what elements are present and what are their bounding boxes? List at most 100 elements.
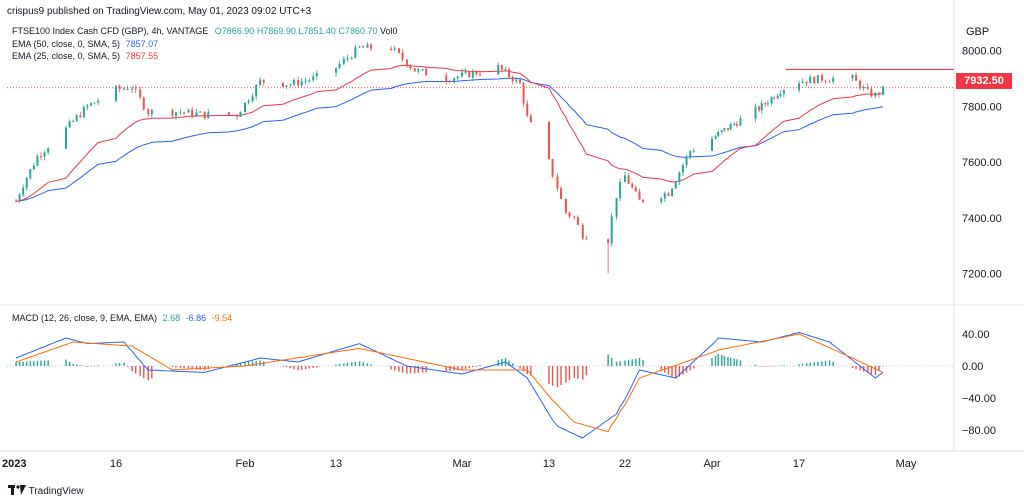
candle-body [300,81,303,86]
candle-body [468,71,471,78]
candle-body [32,165,35,170]
macd-histogram-bar [761,366,763,367]
ema50-label: EMA (50, close, 0, SMA, 5) [12,39,121,49]
candle-body [610,216,613,244]
ohlc-low: L7851.40 [298,26,336,36]
macd-histogram-bar [729,357,732,366]
candle-body [760,103,763,111]
macd-histogram-bar [228,365,230,366]
candle-body [207,112,210,118]
macd-histogram-bar [449,366,451,371]
candle-body [255,85,258,97]
macd-histogram-bar [522,366,525,372]
candle-body [358,46,361,48]
macd-histogram-bar [29,361,31,366]
ema50-value: 7857.07 [125,39,159,49]
candle-body [409,65,412,69]
candle-body [421,69,424,71]
candle-body [335,67,337,73]
candle-body [573,216,576,218]
candle-body [312,76,315,81]
candle-body [678,172,681,182]
macd-histogram-bar [693,366,695,369]
candle-body [585,238,588,240]
candle-body [782,90,785,94]
candle-body [551,159,554,177]
candle-body [235,114,238,117]
macd-histogram-bar [678,366,681,377]
macd-histogram-bar [660,366,662,371]
time-tick-label: 16 [110,458,122,470]
candle-body [308,80,311,82]
macd-histogram-bar [577,366,579,379]
candle-body [522,83,525,104]
macd-histogram-bar [461,366,463,370]
candle-body [15,201,17,203]
macd-signal-value: -6.86 [185,313,207,323]
candle-body [519,79,521,84]
candle-body [851,75,854,79]
candle-body [882,86,885,95]
macd-tick-label: 0.00 [962,361,983,373]
candle-body [171,110,174,116]
candle-body [82,107,85,118]
ema50-legend: EMA (50, close, 0, SMA, 5) 7857.07 [12,39,158,49]
macd-histogram-bar [624,360,626,366]
candle-body [504,69,507,71]
macd-histogram-bar [475,366,478,367]
candle-body [631,183,634,188]
candle-body [729,124,732,130]
candle-body [627,175,630,184]
macd-histogram-bar [556,366,559,388]
candle-body [29,169,32,179]
ohlc-close: C7860.70 [338,26,378,36]
macd-histogram-bar [175,366,177,368]
macd-histogram-bar [607,354,609,366]
candle-body [259,79,262,86]
macd-histogram-bar [316,366,318,368]
price-tick-label: 7800.00 [962,101,1002,113]
candle-body [362,46,365,48]
macd-histogram-bar [512,363,514,366]
macd-histogram-bar [304,366,307,370]
candle-body [289,84,292,86]
candle-body [75,115,78,121]
macd-histogram-bar [401,366,404,373]
candle-body [293,79,296,85]
candle-body [816,75,819,84]
candle-body [754,106,757,119]
candle-body [134,88,137,90]
candle-body [115,86,117,101]
candle-body [22,187,25,195]
macd-histogram-bar [33,361,35,366]
candle-body [393,48,396,50]
candle-body [43,152,46,157]
time-tick-label: May [896,458,917,470]
candle-body [682,165,684,173]
candle-body [147,109,150,115]
macd-signal-line [15,333,884,433]
candle-body [227,112,230,115]
candle-body [417,69,420,72]
candle-body [671,188,674,196]
macd-histogram-bar [472,366,474,367]
candle-body [770,97,773,104]
candle-body [870,88,873,97]
macd-histogram-bar [573,366,576,378]
macd-histogram-bar [530,366,532,376]
macd-histogram-bar [711,358,713,366]
macd-histogram-bar [828,360,831,366]
candle-body [183,112,186,114]
macd-histogram-bar [18,361,21,366]
candle-body [315,72,318,77]
candle-body [36,156,39,166]
macd-histogram-bar [870,366,873,374]
time-tick-label: 22 [619,458,631,470]
macd-tick-label: −80.00 [962,425,996,437]
macd-histogram-bar [739,360,742,366]
macd-histogram-bar [139,366,141,376]
macd-histogram-bar [783,365,785,366]
macd-histogram-bar [40,360,42,366]
macd-histogram-bar [147,366,149,381]
candle-body [773,97,776,99]
